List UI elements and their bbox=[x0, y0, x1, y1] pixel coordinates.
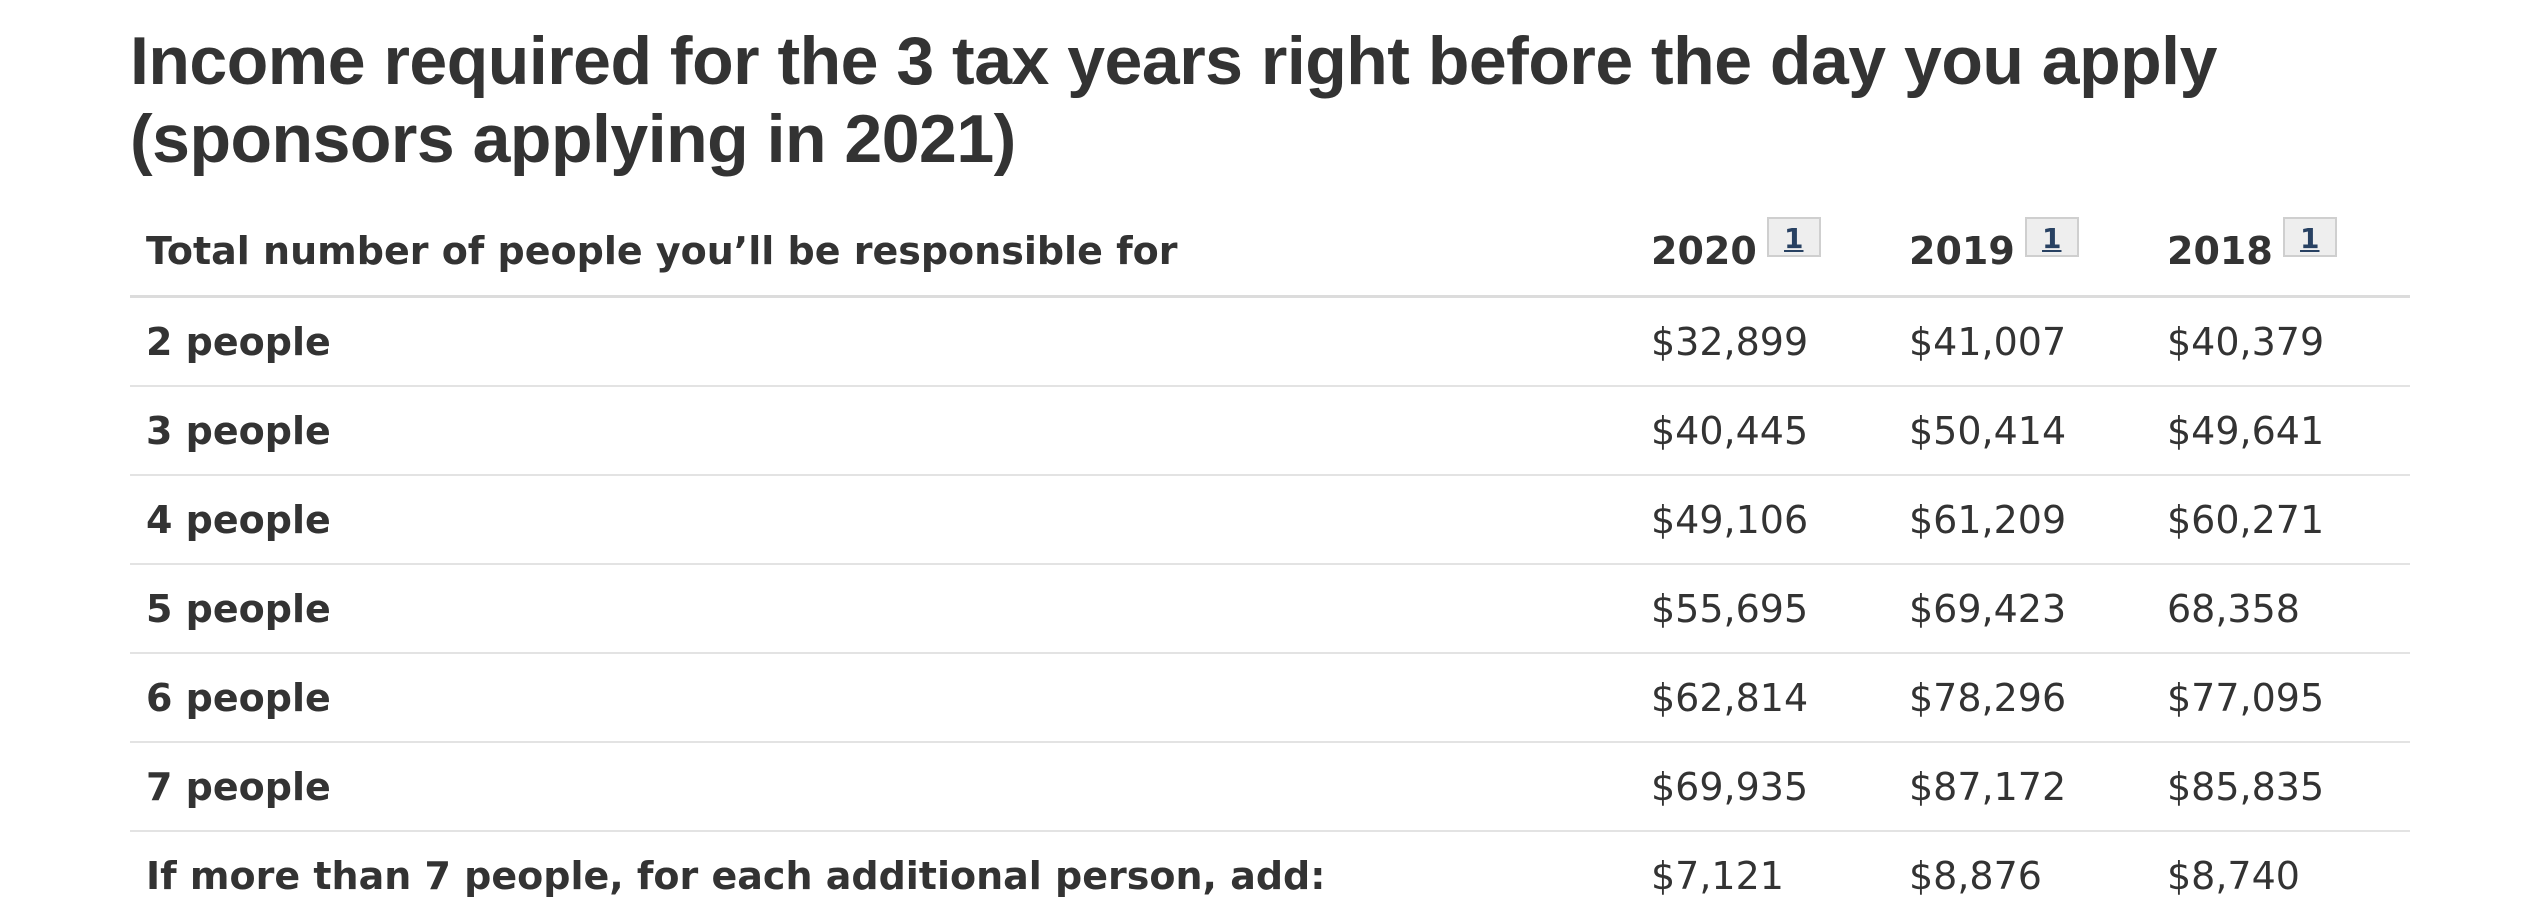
footnote-link-2019[interactable]: 1 bbox=[2024, 217, 2079, 257]
page-title-line-1: Income required for the 3 tax years righ… bbox=[130, 23, 2217, 99]
header-year-label: 2018 bbox=[2167, 229, 2273, 273]
income-cell: $49,641 bbox=[2151, 386, 2410, 476]
income-cell: 68,358 bbox=[2151, 564, 2410, 654]
income-cell: $87,172 bbox=[1893, 742, 2151, 832]
income-cell: $61,209 bbox=[1893, 475, 2151, 565]
header-year-2018: 2018 1 bbox=[2151, 207, 2410, 298]
row-label: If more than 7 people, for each addition… bbox=[146, 853, 1326, 898]
header-people-label: Total number of people you’ll be respons… bbox=[130, 207, 1635, 298]
table-row: 6 people $62,814 $78,296 $77,095 bbox=[130, 653, 2410, 743]
income-cell: $77,095 bbox=[2151, 653, 2410, 743]
page-title: Income required for the 3 tax years righ… bbox=[130, 22, 2430, 178]
income-cell: $8,876 bbox=[1909, 853, 2042, 898]
income-cell: $40,445 bbox=[1635, 386, 1893, 476]
row-label: 2 people bbox=[130, 296, 1635, 387]
row-label: 4 people bbox=[130, 475, 1635, 565]
header-year-2020: 2020 1 bbox=[1635, 207, 1893, 298]
income-cell: $60,271 bbox=[2151, 475, 2410, 565]
income-cell: $69,935 bbox=[1635, 742, 1893, 832]
header-year-label: 2019 bbox=[1909, 229, 2015, 273]
income-cell: $32,899 bbox=[1635, 296, 1893, 387]
income-cell: $78,296 bbox=[1893, 653, 2151, 743]
table-row: 2 people $32,899 $41,007 $40,379 bbox=[130, 296, 2410, 387]
income-cell: $55,695 bbox=[1635, 564, 1893, 654]
table-row: 3 people $40,445 $50,414 $49,641 bbox=[130, 386, 2410, 476]
income-cell: $40,379 bbox=[2151, 296, 2410, 387]
page-title-line-2: (sponsors applying in 2021) bbox=[130, 101, 1016, 177]
income-cell: $41,007 bbox=[1893, 296, 2151, 387]
table-row: 7 people $69,935 $87,172 $85,835 bbox=[130, 742, 2410, 832]
header-year-2019: 2019 1 bbox=[1893, 207, 2151, 298]
table-row: 5 people $55,695 $69,423 68,358 bbox=[130, 564, 2410, 654]
header-year-label: 2020 bbox=[1651, 229, 1757, 273]
row-label: 5 people bbox=[130, 564, 1635, 654]
income-table: Total number of people you’ll be respons… bbox=[130, 207, 2410, 919]
income-cell: $49,106 bbox=[1635, 475, 1893, 565]
table-row: If more than 7 people, for each addition… bbox=[130, 831, 2410, 919]
income-cell: $8,740 bbox=[2167, 853, 2300, 898]
table-header-row: Total number of people you’ll be respons… bbox=[130, 207, 2410, 298]
table-row: 4 people $49,106 $61,209 $60,271 bbox=[130, 475, 2410, 565]
row-label: 7 people bbox=[130, 742, 1635, 832]
row-label: 6 people bbox=[130, 653, 1635, 743]
income-cell: $85,835 bbox=[2151, 742, 2410, 832]
income-cell: $7,121 bbox=[1651, 853, 1784, 898]
income-cell: $69,423 bbox=[1893, 564, 2151, 654]
footnote-link-2020[interactable]: 1 bbox=[1766, 217, 1821, 257]
row-label: 3 people bbox=[130, 386, 1635, 476]
income-cell: $62,814 bbox=[1635, 653, 1893, 743]
income-cell: $50,414 bbox=[1893, 386, 2151, 476]
footnote-link-2018[interactable]: 1 bbox=[2282, 217, 2337, 257]
